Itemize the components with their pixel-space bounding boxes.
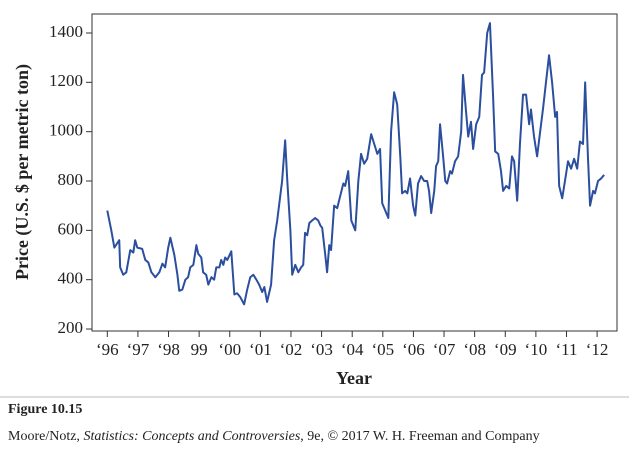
chart: Price (U.S. $ per metric ton) Year 200 40… — [0, 13, 629, 398]
x-tick-label: ‘98 — [157, 340, 180, 359]
x-tick-label: ‘07 — [433, 340, 456, 359]
y-tick-label: 200 — [58, 318, 84, 337]
y-tick-label: 1200 — [49, 71, 83, 90]
price-line — [106, 22, 605, 306]
y-tick-label: 1400 — [49, 22, 83, 41]
x-tick-label: ‘06 — [402, 340, 425, 359]
y-tick-label: 800 — [58, 170, 84, 189]
y-axis-label: Price (U.S. $ per metric ton) — [12, 64, 33, 280]
credit-publisher: , 9e, © 2017 W. H. Freeman and Company — [300, 429, 540, 444]
x-tick-label: ‘97 — [127, 340, 150, 359]
x-tick-label: ‘96 — [96, 340, 119, 359]
x-axis-label: Year — [336, 368, 372, 388]
credit-authors: Moore/Notz, — [8, 429, 84, 444]
x-tick-label: ‘12 — [586, 340, 609, 359]
figure-label: Figure 10.15 — [8, 402, 83, 417]
x-tick-label: ‘09 — [494, 340, 517, 359]
x-tick-label: ‘10 — [525, 340, 548, 359]
x-tick-label: ‘04 — [341, 340, 364, 359]
x-tick-label: 99 — [191, 340, 208, 359]
y-tick-label: 400 — [58, 269, 84, 288]
x-tick-label: ‘01 — [249, 340, 272, 359]
x-tick-label: ‘00 — [218, 340, 241, 359]
x-tick-label: ‘05 — [371, 340, 394, 359]
x-tick-label: ‘03 — [310, 340, 333, 359]
credit-book: Statistics: Concepts and Controversies — [83, 429, 301, 444]
x-tick-label: ‘11 — [555, 340, 577, 359]
x-tick-label: ‘02 — [280, 340, 303, 359]
plot-frame — [91, 13, 618, 332]
y-tick-label: 600 — [58, 219, 84, 238]
y-tick-label: 1000 — [49, 121, 83, 140]
x-tick-label: ‘08 — [463, 340, 486, 359]
credit: Moore/Notz, Statistics: Concepts and Con… — [8, 429, 540, 445]
